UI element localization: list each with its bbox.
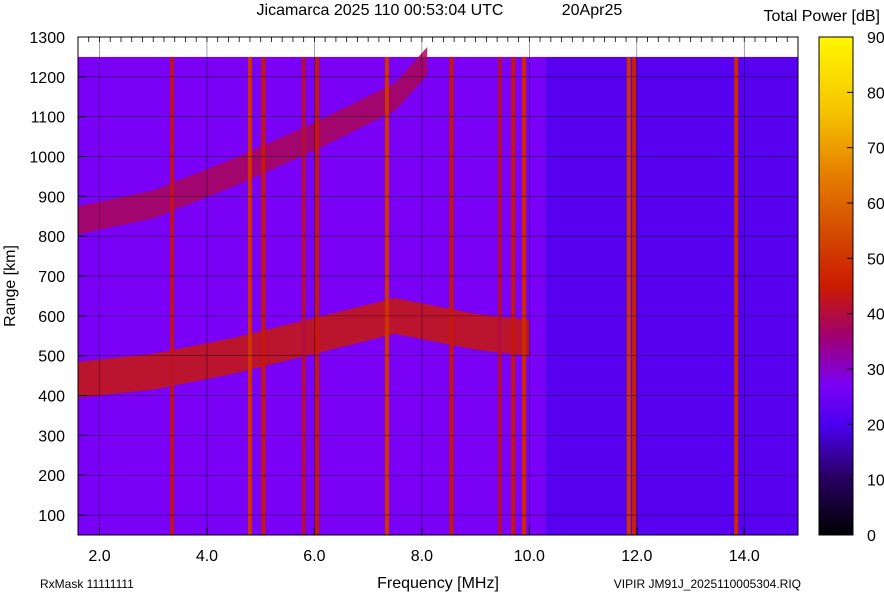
- colorbar-tick-label: 80: [867, 85, 884, 102]
- x-tick-label: 14.0: [729, 548, 760, 565]
- x-tick-label: 12.0: [621, 548, 652, 565]
- x-tick-label: 2.0: [88, 548, 110, 565]
- colorbar-tick-label: 60: [867, 196, 884, 213]
- colorbar-tick-label: 70: [867, 141, 884, 158]
- x-tick-label: 6.0: [303, 548, 325, 565]
- interference-line: [170, 56, 175, 536]
- plot-frame: [77, 36, 799, 536]
- heatmap-layer: [78, 46, 798, 536]
- y-tick-label: 800: [38, 229, 65, 246]
- file-name-label: VIPIR JM91J_2025110005304.RIQ: [614, 577, 801, 591]
- heatmap-background-high: [545, 56, 798, 536]
- y-tick-label: 100: [38, 508, 65, 525]
- x-axis-label: Frequency [MHz]: [377, 575, 499, 592]
- colorbar: 0 10 20 30 40 50 60 70 80 90: [818, 30, 884, 545]
- interference-line: [449, 56, 454, 536]
- chart-title: Jicamarca 2025 110 00:53:04 UTC: [257, 2, 504, 19]
- interference-line: [315, 56, 320, 536]
- interference-line: [261, 56, 266, 536]
- y-tick-label: 300: [38, 428, 65, 445]
- colorbar-tick-label: 20: [867, 417, 884, 434]
- colorbar-ticks: 0 10 20 30 40 50 60 70 80 90: [847, 30, 884, 545]
- y-tick-label: 500: [38, 349, 65, 366]
- x-tick-label: 4.0: [196, 548, 218, 565]
- interference-line: [632, 56, 637, 536]
- y-tick-label: 700: [38, 269, 65, 286]
- y-tick-label: 400: [38, 389, 65, 406]
- interference-line: [511, 56, 516, 536]
- y-tick-label: 1100: [31, 110, 66, 127]
- interference-line: [384, 56, 389, 536]
- ionogram-plot: 2.0 4.0 6.0 8.0 10.0 12.0 14.0 100 200 300 400 500 6…: [29, 30, 799, 565]
- y-tick-label: 600: [38, 309, 65, 326]
- interference-line: [521, 56, 526, 536]
- colorbar-tick-label: 30: [867, 362, 884, 379]
- y-tick-label: 1000: [29, 150, 65, 167]
- echo-trace-second-hop: [78, 46, 428, 235]
- y-tick-label: 900: [38, 189, 65, 206]
- colorbar-tick-label: 50: [867, 251, 884, 268]
- interference-line: [734, 56, 739, 536]
- x-tick-label: 10.0: [514, 548, 545, 565]
- colorbar-title: Total Power [dB]: [764, 8, 881, 25]
- grid-layer: [78, 36, 798, 535]
- x-tick-label: 8.0: [411, 548, 433, 565]
- chart-date: 20Apr25: [562, 2, 623, 19]
- colorbar-tick-label: 0: [867, 528, 876, 545]
- interference-line: [497, 56, 502, 536]
- colorbar-gradient: [818, 36, 854, 536]
- colorbar-tick-label: 10: [867, 473, 884, 490]
- y-axis-label: Range [km]: [2, 245, 19, 327]
- colorbar-tick-label: 40: [867, 307, 884, 324]
- interference-line: [301, 56, 306, 536]
- tick-layer: 2.0 4.0 6.0 8.0 10.0 12.0 14.0 100 200 300 400 500 6…: [29, 30, 799, 565]
- rx-mask-label: RxMask 11111111: [40, 577, 134, 591]
- interference-line: [247, 56, 252, 536]
- y-tick-label: 1200: [29, 70, 65, 87]
- colorbar-tick-label: 90: [867, 30, 884, 47]
- y-tick-label: 1300: [29, 30, 65, 47]
- y-tick-label: 200: [38, 468, 65, 485]
- interference-line: [626, 56, 631, 536]
